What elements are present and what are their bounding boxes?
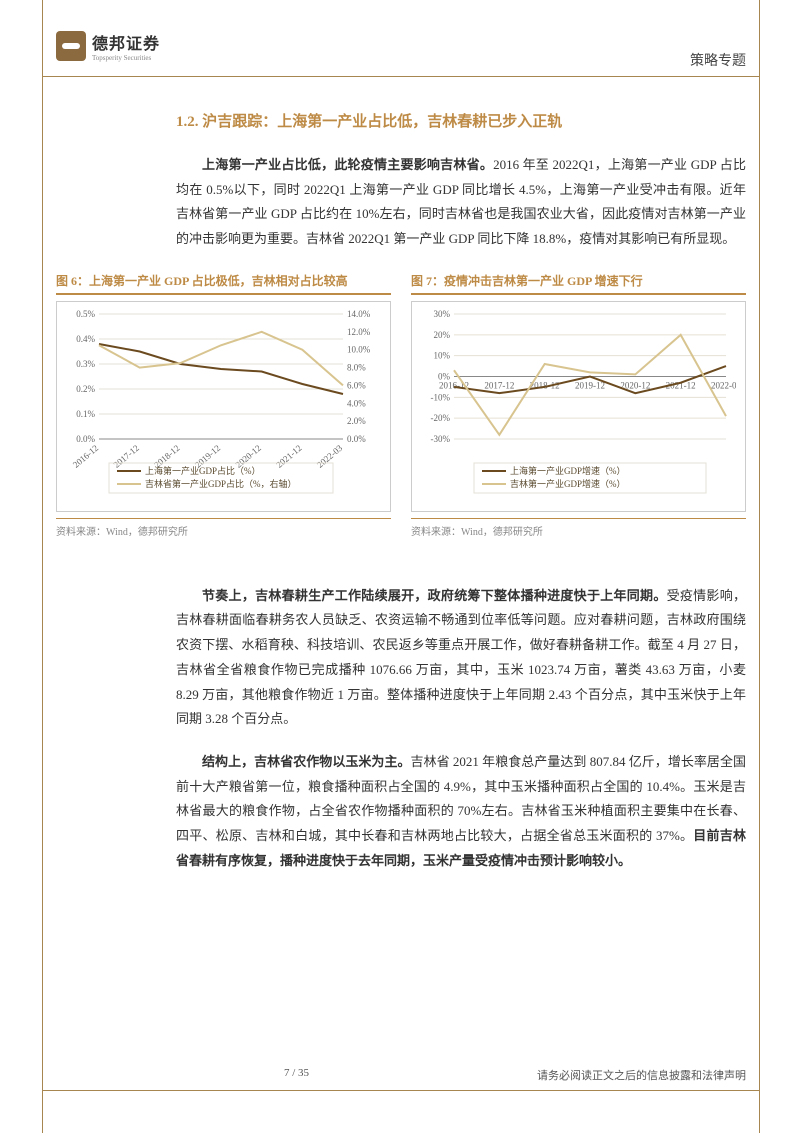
- para2-body: 受疫情影响，吉林春耕面临春耕务农人员缺乏、农资运输不畅通到位率低等问题。应对春耕…: [176, 588, 746, 726]
- svg-text:2019-12: 2019-12: [575, 380, 605, 390]
- section-title: 1.2. 沪吉跟踪：上海第一产业占比低，吉林春耕已步入正轨: [176, 110, 746, 131]
- chart-7-area: -30%-20%-10%0%10%20%30%2016-122017-12201…: [411, 301, 746, 512]
- svg-text:上海第一产业GDP占比（%）: 上海第一产业GDP占比（%）: [145, 465, 261, 476]
- page-border-right: [759, 0, 760, 1133]
- svg-text:2022-03: 2022-03: [711, 380, 736, 390]
- page-footer: 7 / 35 请务必阅读正文之后的信息披露和法律声明: [56, 1067, 746, 1083]
- para3-lead: 结构上，吉林省农作物以玉米为主。: [202, 754, 411, 769]
- svg-text:0.0%: 0.0%: [347, 434, 366, 444]
- svg-text:0.5%: 0.5%: [76, 309, 95, 319]
- para2-lead: 节奏上，吉林春耕生产工作陆续展开，政府统筹下整体播种进度快于上年同期。: [202, 588, 667, 603]
- charts-row: 图 6：上海第一产业 GDP 占比极低，吉林相对占比较高 0.0% 0.1% 0.2…: [56, 272, 746, 538]
- header-divider: [42, 76, 760, 77]
- paragraph-1: 上海第一产业占比低，此轮疫情主要影响吉林省。2016 年至 2022Q1，上海第…: [176, 153, 746, 252]
- svg-text:30%: 30%: [434, 309, 451, 319]
- svg-text:8.0%: 8.0%: [347, 362, 366, 372]
- chart-7-title: 图 7：疫情冲击吉林第一产业 GDP 增速下行: [411, 272, 746, 295]
- svg-text:10%: 10%: [434, 350, 451, 360]
- svg-text:2017-12: 2017-12: [484, 380, 514, 390]
- svg-text:0.0%: 0.0%: [76, 434, 95, 444]
- footer-disclaimer: 请务必阅读正文之后的信息披露和法律声明: [537, 1067, 746, 1083]
- section-heading: 沪吉跟踪：上海第一产业占比低，吉林春耕已步入正轨: [202, 114, 562, 130]
- svg-text:0.2%: 0.2%: [76, 384, 95, 394]
- company-name-cn: 德邦证券: [92, 30, 160, 54]
- para1-lead: 上海第一产业占比低，此轮疫情主要影响吉林省。: [202, 157, 493, 172]
- svg-text:-10%: -10%: [431, 392, 451, 402]
- paragraph-2: 节奏上，吉林春耕生产工作陆续展开，政府统筹下整体播种进度快于上年同期。受疫情影响…: [176, 584, 746, 732]
- chart-7-source: 资料来源：Wind，德邦研究所: [411, 518, 746, 538]
- company-logo: 德邦证券 Topsperity Securities: [56, 30, 160, 62]
- chart-6-title: 图 6：上海第一产业 GDP 占比极低，吉林相对占比较高: [56, 272, 391, 295]
- svg-text:2017-12: 2017-12: [112, 443, 141, 470]
- page-number: 7 / 35: [284, 1067, 309, 1083]
- paragraph-3: 结构上，吉林省农作物以玉米为主。吉林省 2021 年粮食总产量达到 807.84…: [176, 750, 746, 873]
- chart-6-svg: 0.0% 0.1% 0.2% 0.3% 0.4% 0.5% 0.0% 2.0% 4.0% 6.0%…: [61, 308, 381, 503]
- svg-text:吉林省第一产业GDP占比（%，右轴）: 吉林省第一产业GDP占比（%，右轴）: [145, 478, 297, 489]
- svg-text:上海第一产业GDP增速（%）: 上海第一产业GDP增速（%）: [510, 465, 626, 476]
- company-name-en: Topsperity Securities: [92, 54, 160, 62]
- svg-text:0.1%: 0.1%: [76, 409, 95, 419]
- svg-text:2021-12: 2021-12: [274, 443, 303, 470]
- svg-text:0.4%: 0.4%: [76, 334, 95, 344]
- section-number: 1.2.: [176, 114, 199, 130]
- chart-6-source: 资料来源：Wind，德邦研究所: [56, 518, 391, 538]
- doc-type: 策略专题: [690, 50, 746, 70]
- svg-text:12.0%: 12.0%: [347, 327, 371, 337]
- svg-text:2.0%: 2.0%: [347, 416, 366, 426]
- main-content: 1.2. 沪吉跟踪：上海第一产业占比低，吉林春耕已步入正轨 上海第一产业占比低，…: [56, 110, 746, 891]
- svg-text:2022-03: 2022-03: [315, 442, 345, 469]
- page-border-left: [42, 0, 43, 1133]
- chart-6-block: 图 6：上海第一产业 GDP 占比极低，吉林相对占比较高 0.0% 0.1% 0.2…: [56, 272, 391, 538]
- chart-6-area: 0.0% 0.1% 0.2% 0.3% 0.4% 0.5% 0.0% 2.0% 4.0% 6.0%…: [56, 301, 391, 512]
- svg-text:10.0%: 10.0%: [347, 344, 371, 354]
- chart-7-block: 图 7：疫情冲击吉林第一产业 GDP 增速下行 -30%-20%-10%0%10…: [411, 272, 746, 538]
- svg-text:-20%: -20%: [431, 413, 451, 423]
- svg-text:2016-12: 2016-12: [71, 443, 100, 470]
- svg-text:吉林第一产业GDP增速（%）: 吉林第一产业GDP增速（%）: [510, 478, 626, 489]
- svg-text:14.0%: 14.0%: [347, 309, 371, 319]
- logo-icon: [56, 31, 86, 61]
- svg-text:4.0%: 4.0%: [347, 398, 366, 408]
- svg-text:20%: 20%: [434, 330, 451, 340]
- svg-text:-30%: -30%: [431, 434, 451, 444]
- chart-7-svg: -30%-20%-10%0%10%20%30%2016-122017-12201…: [416, 308, 736, 503]
- svg-text:6.0%: 6.0%: [347, 380, 366, 390]
- svg-text:0.3%: 0.3%: [76, 359, 95, 369]
- page-border-bottom: [42, 1090, 760, 1091]
